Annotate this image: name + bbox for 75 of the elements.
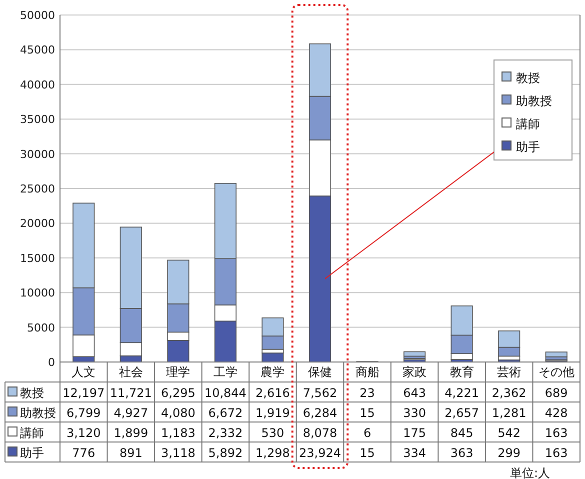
y-tick-label: 50000 [20,9,55,22]
data-label: 6,295 [161,386,196,400]
data-label: 8,078 [302,426,338,440]
x-tick-label: 商船 [355,365,380,379]
y-tick-label: 20000 [20,217,55,230]
legend-label: 助教授 [516,94,552,108]
x-tick-label: 工学 [213,365,238,379]
y-tick-label: 10000 [20,286,55,300]
x-tick-label: 保健 [308,365,332,379]
x-tick-label: 人文 [72,365,96,379]
x-tick-label: その他 [538,365,574,379]
data-label: 776 [72,446,96,460]
data-label: 643 [403,386,426,400]
legend-label: 助手 [516,140,540,154]
y-tick-label: 35000 [20,113,55,126]
data-label: 4,080 [161,406,196,420]
data-label: 7,562 [302,386,338,400]
data-label: 163 [544,426,568,440]
x-tick-label: 農学 [260,365,285,379]
y-tick-label: 25000 [20,182,55,196]
data-label: 4,221 [444,386,479,400]
data-label: 1,183 [161,426,196,440]
y-tick-label: 0 [48,356,55,369]
data-label: 163 [544,446,568,460]
data-label: 1,919 [256,406,290,420]
y-tick-label: 5000 [27,321,55,334]
text: 教授 [20,386,44,400]
data-label: 11,721 [110,386,152,400]
data-label: 334 [403,446,426,460]
data-label: 5,892 [208,446,243,460]
data-label: 428 [544,406,568,420]
data-label: 3,118 [161,446,196,460]
legend-label: 講師 [516,117,540,131]
text: 単位:人 [510,466,550,479]
data-label: 3,120 [66,426,101,440]
y-tick-label: 40000 [20,78,55,92]
x-tick-label: 社会 [118,365,143,379]
data-label: 1,281 [492,406,526,420]
data-label: 175 [403,426,426,440]
data-label: 2,332 [208,426,243,440]
legend-label: 教授 [516,71,540,85]
data-label: 2,657 [444,406,479,420]
data-label: 530 [261,426,284,440]
y-tick-label: 45000 [20,44,55,57]
data-label: 15 [360,406,375,420]
data-label: 6,672 [208,406,243,420]
data-label: 10,844 [204,386,246,400]
text: 助教授 [20,406,56,420]
y-tick-label: 30000 [20,148,55,161]
data-label: 6,284 [302,406,338,420]
data-label: 363 [450,446,474,460]
x-tick-label: 教育 [450,365,474,379]
data-label: 6,799 [66,406,101,420]
data-label: 1,899 [114,426,148,440]
y-tick-label: 15000 [20,252,55,265]
data-label: 6 [363,426,372,440]
data-label: 299 [498,446,521,460]
data-label: 15 [360,446,375,460]
text: 助手 [20,446,44,460]
data-label: 330 [403,406,426,420]
data-label: 4,927 [114,406,148,420]
data-label: 12,197 [62,386,105,400]
data-label: 1,298 [256,446,290,460]
data-label: 845 [450,426,474,440]
x-tick-label: 芸術 [497,365,522,379]
data-label: 2,362 [492,386,526,400]
data-label: 2,616 [256,386,290,400]
data-label: 689 [544,386,568,400]
x-tick-label: 理学 [166,365,190,379]
data-label: 542 [498,426,521,440]
data-label: 891 [119,446,142,460]
data-label: 23,924 [299,446,341,460]
data-label: 23 [360,386,375,400]
text: 講師 [20,426,44,440]
x-tick-label: 家政 [402,365,427,379]
